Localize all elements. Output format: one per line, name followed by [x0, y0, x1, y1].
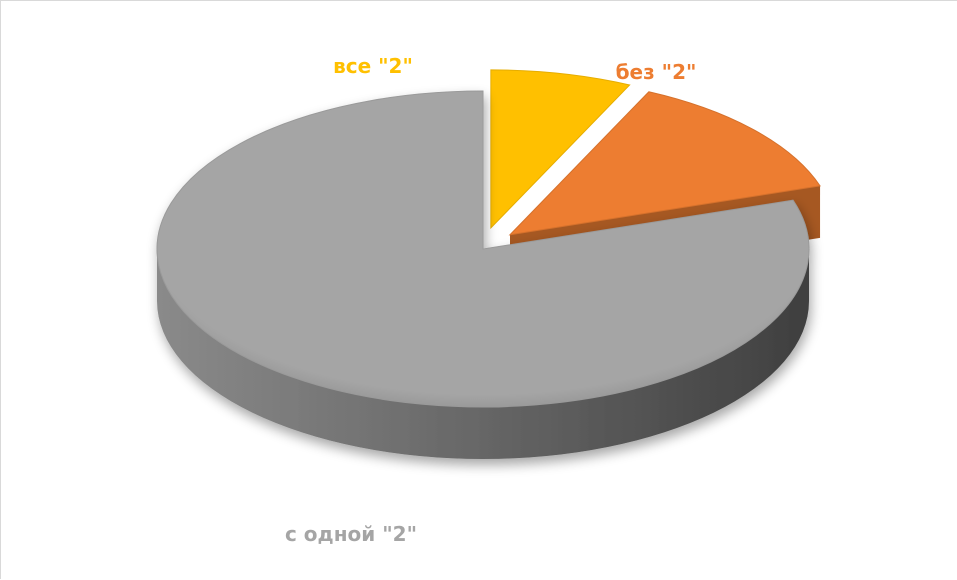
pie-slice-rim-0 [157, 249, 809, 459]
pie-slice-top-1 [490, 69, 631, 230]
pie-slice-top-0 [156, 90, 810, 408]
pie-slice-label-2: без "2" [616, 60, 697, 84]
pie-slice-0 [156, 90, 810, 459]
pie-slice-top-2 [508, 91, 821, 236]
pie-slice-1 [490, 69, 631, 230]
pie-slice-label-0: с одной "2" [285, 522, 417, 546]
pie-slice-label-1: все "2" [333, 54, 413, 78]
